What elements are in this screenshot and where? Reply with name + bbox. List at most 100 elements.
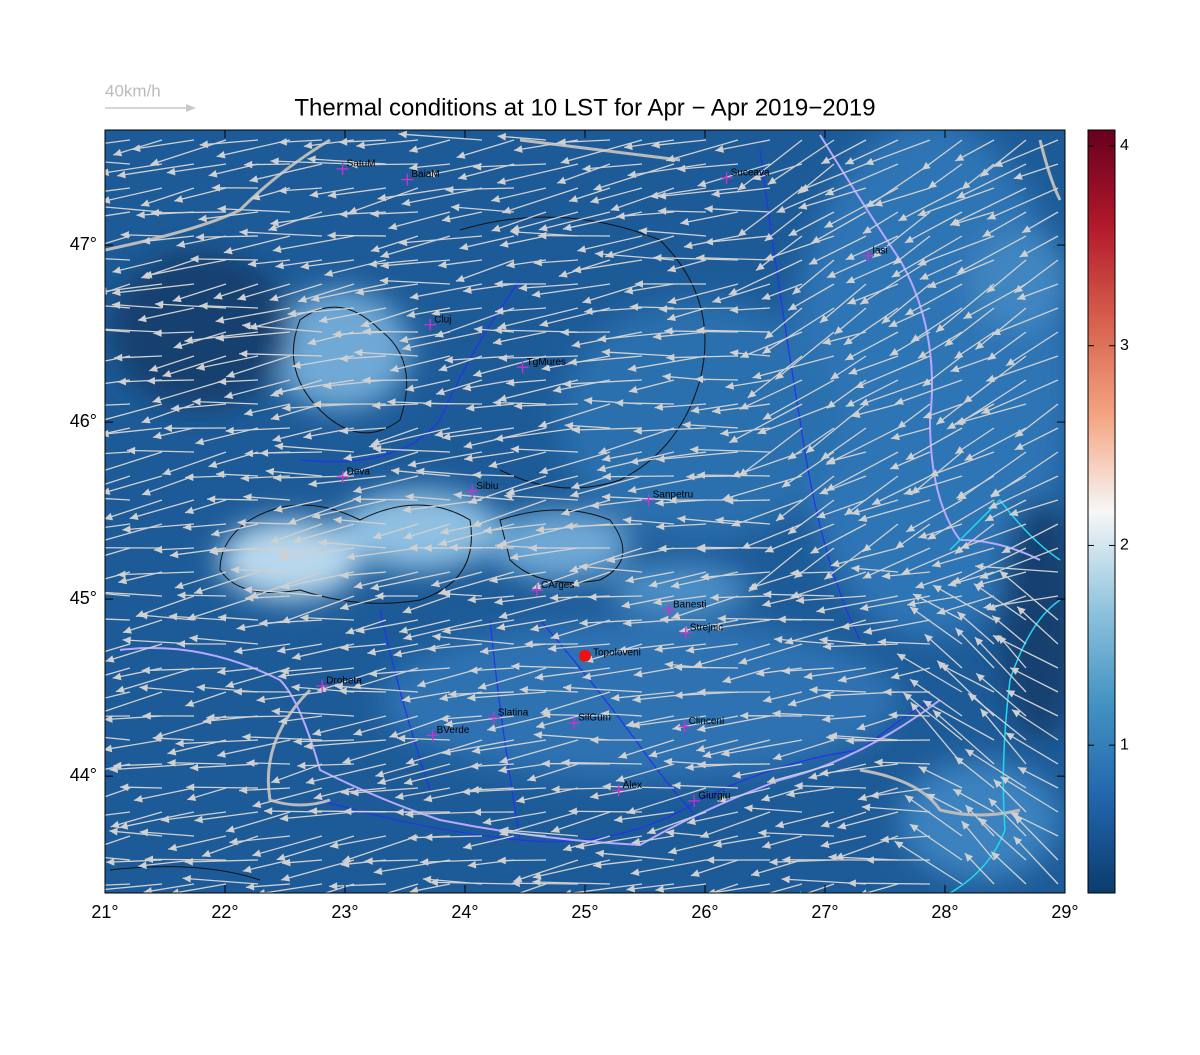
wind-arrow [449,547,514,548]
wind-arrowhead [76,325,84,333]
wind-arrowhead [365,894,374,901]
wind-legend-label: 40km/h [105,81,161,100]
wind-arrowhead [90,524,99,532]
x-tick-label: 24° [451,902,478,922]
wind-arrowhead [91,710,100,717]
city-label: BaiaM [411,169,439,180]
wind-arrowhead [694,893,703,900]
city-label: SilGum [578,713,611,724]
wind-arrowhead [85,887,93,895]
wind-arrowhead [84,798,93,805]
wind-arrowhead [80,544,88,552]
thermal-blob [220,520,360,600]
x-tick-label: 26° [691,902,718,922]
city-label: Drobeta [326,676,362,687]
wind-arrow [697,764,770,765]
site-marker [579,650,591,662]
colorbar-tick-label: 1 [1120,736,1129,753]
x-tick-label: 27° [811,902,838,922]
wind-arrowhead [75,254,83,262]
wind-arrow [423,403,482,404]
wind-arrowhead [85,675,94,682]
wind-arrow [327,235,386,236]
y-tick-label: 44° [70,765,97,785]
map-area [48,120,1080,912]
wind-arrowhead [84,556,93,563]
city-label: Suceava [731,167,770,178]
y-tick-label: 47° [70,234,97,254]
wind-arrow [603,476,674,477]
wind-arrowhead [87,214,96,222]
wind-arrowhead [48,404,56,412]
colorbar [1088,130,1115,893]
wind-arrowhead [81,294,90,301]
city-label: SatuM [347,159,376,170]
wind-arrowhead [60,251,69,258]
wind-arrowhead [88,539,97,546]
wind-arrowhead [54,298,62,306]
x-tick-label: 25° [571,902,598,922]
city-label: Giurgiu [698,791,730,802]
wind-arrow [778,619,834,620]
wind-arrowhead [741,895,750,902]
wind-arrowhead [65,144,74,152]
city-label: Iasi [872,245,888,256]
wind-arrowhead [97,203,105,211]
wind-arrowhead [83,485,92,492]
y-tick-label: 45° [70,588,97,608]
wind-arrowhead [64,437,73,445]
site-label: Topoloveni [593,647,641,658]
wind-arrow [186,787,258,788]
x-tick-label: 23° [331,902,358,922]
wind-arrowhead [63,853,72,860]
x-tick-label: 21° [91,902,118,922]
wind-arrowhead [48,453,56,461]
city-label: CArges [541,580,574,591]
city-label: Slatina [498,707,529,718]
x-tick-label: 29° [1051,902,1078,922]
wind-arrow [846,740,930,741]
wind-legend-arrowhead [186,104,196,112]
wind-arrowhead [86,359,95,367]
city-label: Strejnic [690,622,723,633]
wind-arrow [151,212,226,213]
y-tick-label: 46° [70,411,97,431]
wind-arrow [145,859,226,860]
wind-arrowhead [88,189,97,197]
colorbar-tick-label: 3 [1120,337,1129,354]
colorbar-tick-label: 2 [1120,537,1129,554]
map-title: Thermal conditions at 10 LST for Apr − A… [294,94,875,121]
wind-arrow [848,883,930,884]
wind-arrow [569,811,642,812]
wind-arrowhead [99,287,108,295]
wind-arrowhead [74,713,82,721]
wind-arrowhead [54,492,62,500]
wind-arrowhead [76,156,84,164]
city-label: BVerde [437,725,470,736]
city-label: Deva [347,467,371,478]
wind-arrowhead [57,586,65,594]
wind-arrowhead [92,325,100,333]
wind-arrowhead [54,614,62,622]
wind-arrowhead [67,384,76,392]
colorbar-tick-label: 4 [1120,137,1129,154]
city-label: Sanpetru [653,490,694,501]
city-label: TgMures [527,357,566,368]
city-label: Clinceni [689,716,725,727]
thermal-blob [110,250,290,410]
wind-arrowhead [87,697,96,704]
city-label: Sibiu [476,481,498,492]
wind-arrowhead [284,900,293,907]
wind-arrowhead [74,882,82,890]
wind-arrowhead [80,732,88,740]
wind-arrow [697,547,770,548]
wind-arrowhead [58,850,66,858]
wind-arrow [74,716,130,717]
city-label: Banesti [673,599,706,610]
city-label: Cluj [434,314,451,325]
wind-arrowhead [48,817,57,825]
city-label: Alex [623,780,642,791]
x-tick-label: 22° [211,902,238,922]
wind-arrowhead [85,651,94,658]
